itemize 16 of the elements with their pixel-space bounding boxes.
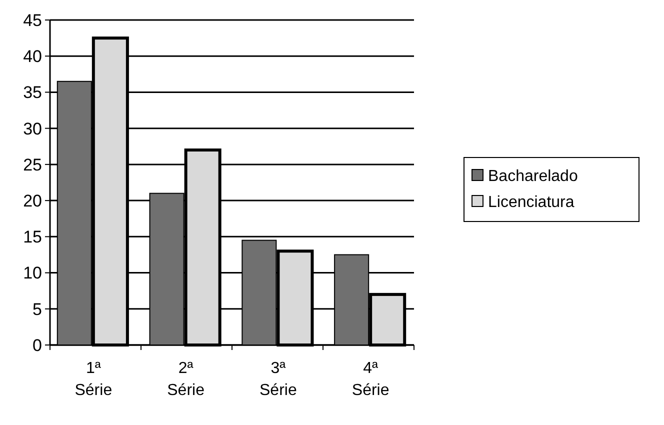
y-tick-label: 30 bbox=[23, 119, 42, 138]
x-tick-label: 4ª Série bbox=[352, 360, 390, 399]
y-tick-label: 5 bbox=[32, 300, 42, 319]
x-tick-label: 2ª Série bbox=[167, 360, 205, 399]
y-tick-label: 35 bbox=[23, 83, 42, 102]
y-tick-label: 45 bbox=[23, 10, 42, 30]
y-tick-label: 0 bbox=[32, 336, 42, 355]
y-tick-label: 40 bbox=[23, 47, 42, 66]
legend-label: Bacharelado bbox=[488, 168, 578, 186]
x-tick-label: 3ª Série bbox=[260, 360, 297, 399]
y-tick-label: 25 bbox=[23, 155, 42, 174]
x-tick-label: 1ª Série bbox=[74, 360, 112, 399]
y-tick-label: 10 bbox=[23, 264, 42, 283]
y-tick-label: 20 bbox=[23, 192, 42, 211]
legend-label: Licenciatura bbox=[488, 194, 574, 212]
y-tick-label: 15 bbox=[23, 228, 42, 247]
